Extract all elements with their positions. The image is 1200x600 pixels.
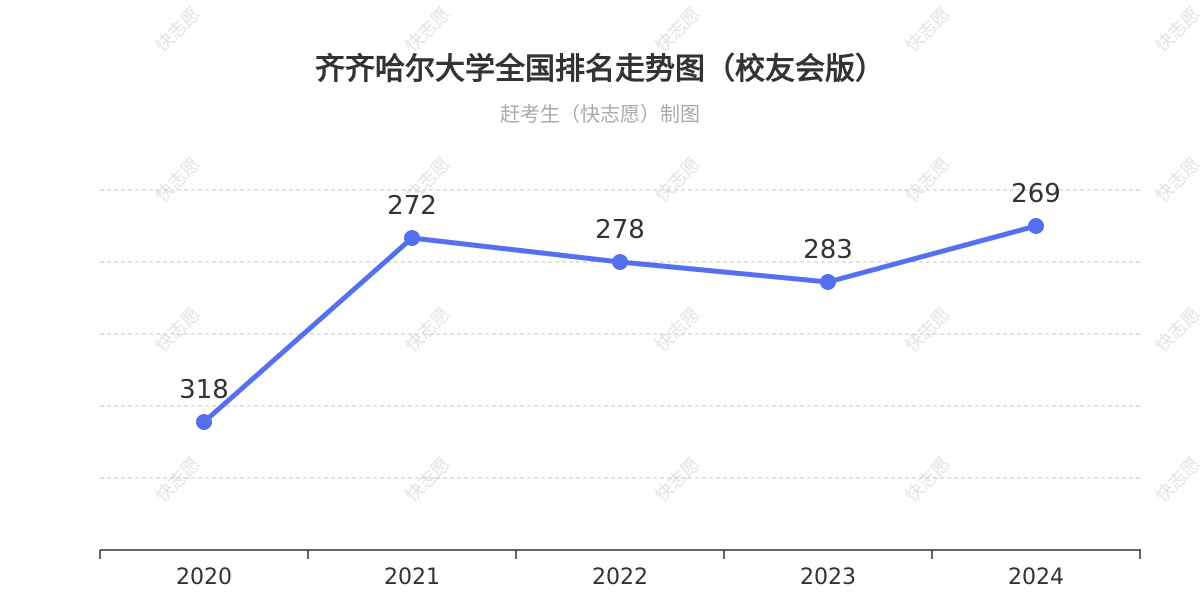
x-tick-label: 2022 <box>592 565 648 590</box>
data-label: 278 <box>595 215 645 245</box>
data-point <box>196 414 212 430</box>
x-axis: 2020 2021 2022 2023 2024 <box>99 549 1141 590</box>
chart-subtitle: 赶考生（快志愿）制图 <box>500 102 700 126</box>
series-layer <box>196 218 1044 430</box>
data-label: 272 <box>387 191 437 221</box>
data-label: 269 <box>1011 179 1061 209</box>
data-label: 318 <box>179 375 229 405</box>
data-labels: 318 272 278 283 269 <box>179 179 1061 405</box>
data-point <box>404 230 420 246</box>
chart-title: 齐齐哈尔大学全国排名走势图（校友会版） <box>315 52 885 87</box>
data-point <box>612 254 628 270</box>
x-tick-label: 2023 <box>800 565 856 590</box>
x-tick-label: 2020 <box>176 565 232 590</box>
x-tick-label: 2021 <box>384 565 440 590</box>
x-tick-label: 2024 <box>1008 565 1064 590</box>
data-point <box>820 274 836 290</box>
data-label: 283 <box>803 235 853 265</box>
data-point <box>1028 218 1044 234</box>
